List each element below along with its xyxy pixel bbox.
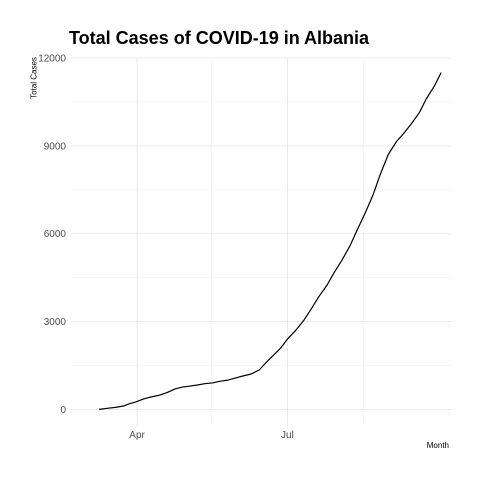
- x-tick-label: Apr: [129, 430, 145, 441]
- grid: [71, 57, 451, 427]
- y-tick-label: 6000: [44, 229, 67, 240]
- x-axis-title: Month: [427, 441, 449, 450]
- x-tick-label: Jul: [281, 430, 294, 441]
- y-axis-title: Total Cases: [30, 57, 39, 99]
- y-tick-labels: 0 3000 6000 9000 12000: [38, 54, 66, 416]
- y-tick-label: 3000: [44, 317, 67, 328]
- series-group: [99, 72, 442, 410]
- y-tick-label: 0: [60, 405, 66, 416]
- chart-title: Total Cases of COVID-19 in Albania: [69, 28, 370, 48]
- x-tick-labels: Apr Jul: [129, 430, 294, 441]
- y-tick-label: 12000: [38, 54, 66, 65]
- y-tick-label: 9000: [44, 141, 67, 152]
- series-line: [99, 72, 442, 410]
